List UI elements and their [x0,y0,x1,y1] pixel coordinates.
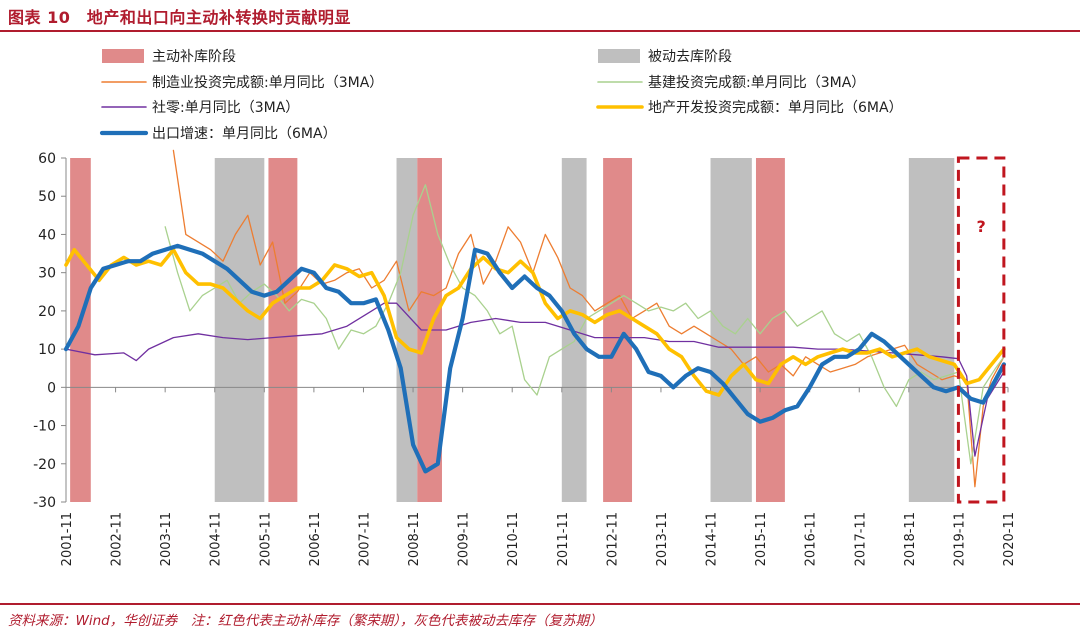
x-tick-label: 2004-11 [209,512,224,566]
footer-rule [0,603,1080,605]
y-tick-label: 60 [38,151,56,167]
y-tick-label: 0 [47,380,56,396]
series-line-3 [64,247,1006,397]
y-tick-label: 40 [38,227,56,243]
series-line-2 [65,302,1005,457]
x-tick-label: 2001-11 [60,512,75,566]
legend-label-6: 出口增速：单月同比（6MA） [152,126,337,142]
annotation-box [956,156,1006,504]
phase-shading [70,158,955,502]
x-tick-label: 2011-11 [556,512,571,566]
x-tick-label: 2003-11 [159,512,174,566]
question-annotation: ? [956,156,1006,504]
x-tick-label: 2018-11 [903,512,918,566]
source-note: 资料来源：Wind，华创证券 注：红色代表主动补库存（繁荣期），灰色代表被动去库… [8,613,603,629]
active-restock-band-2 [268,158,298,502]
legend-swatch-1 [598,49,640,63]
series-line-0 [172,149,1005,488]
x-tick-label: 2015-11 [754,512,769,566]
y-tick-label: -10 [33,419,56,435]
y-tick-label: 10 [38,342,56,358]
x-tick-label: 2016-11 [804,512,819,566]
x-tick-label: 2019-11 [952,512,967,566]
series-line-4 [63,243,1007,474]
y-tick-label: -30 [33,495,56,511]
x-tick-label: 2008-11 [407,512,422,566]
legend-label-0: 主动补库阶段 [152,49,236,65]
series-lines [63,149,1007,488]
y-tick-label: 50 [38,189,56,205]
active-restock-band-4 [755,158,785,502]
x-tick-label: 2002-11 [110,512,125,566]
legend-label-4: 社零:单月同比（3MA） [152,100,299,116]
active-restock-band-0 [70,158,91,502]
x-tick-label: 2006-11 [308,512,323,566]
figure-header: 图表 10 地产和出口向主动补转换时贡献明显 [0,0,1080,30]
legend-swatch-0 [102,49,144,63]
x-tick-label: 2010-11 [506,512,521,566]
annotation-label: ? [977,217,986,236]
x-tick-label: 2012-11 [605,512,620,566]
header-rule [0,30,1080,32]
x-tick-label: 2007-11 [357,512,372,566]
passive-destock-band-0 [214,158,265,502]
passive-destock-band-4 [908,158,955,502]
legend-label-1: 被动去库阶段 [648,49,732,65]
passive-destock-band-1 [396,158,418,502]
legend-label-3: 基建投资完成额:单月同比（3MA） [648,74,865,91]
x-tick-label: 2009-11 [457,512,472,566]
x-tick-label: 2017-11 [853,512,868,566]
y-tick-label: 20 [38,304,56,320]
x-tick-label: 2014-11 [705,512,720,566]
y-tick-label: 30 [38,266,56,282]
passive-destock-band-3 [710,158,752,502]
x-tick-label: 2013-11 [655,512,670,566]
legend-label-2: 制造业投资完成额:单月同比（3MA） [152,75,383,91]
legend-label-5: 地产开发投资完成额：单月同比（6MA） [648,100,903,116]
y-tick-label: -20 [33,457,56,473]
active-restock-band-3 [603,158,633,502]
figure-title: 图表 10 地产和出口向主动补转换时贡献明显 [8,8,351,27]
x-tick-label: 2005-11 [258,512,273,566]
chart-axes: -30 -20 -10 0 10 20 30 40 50 60 2001-11 2002-11 2003… [33,151,1017,566]
x-tick-label: 2020-11 [1002,512,1017,566]
